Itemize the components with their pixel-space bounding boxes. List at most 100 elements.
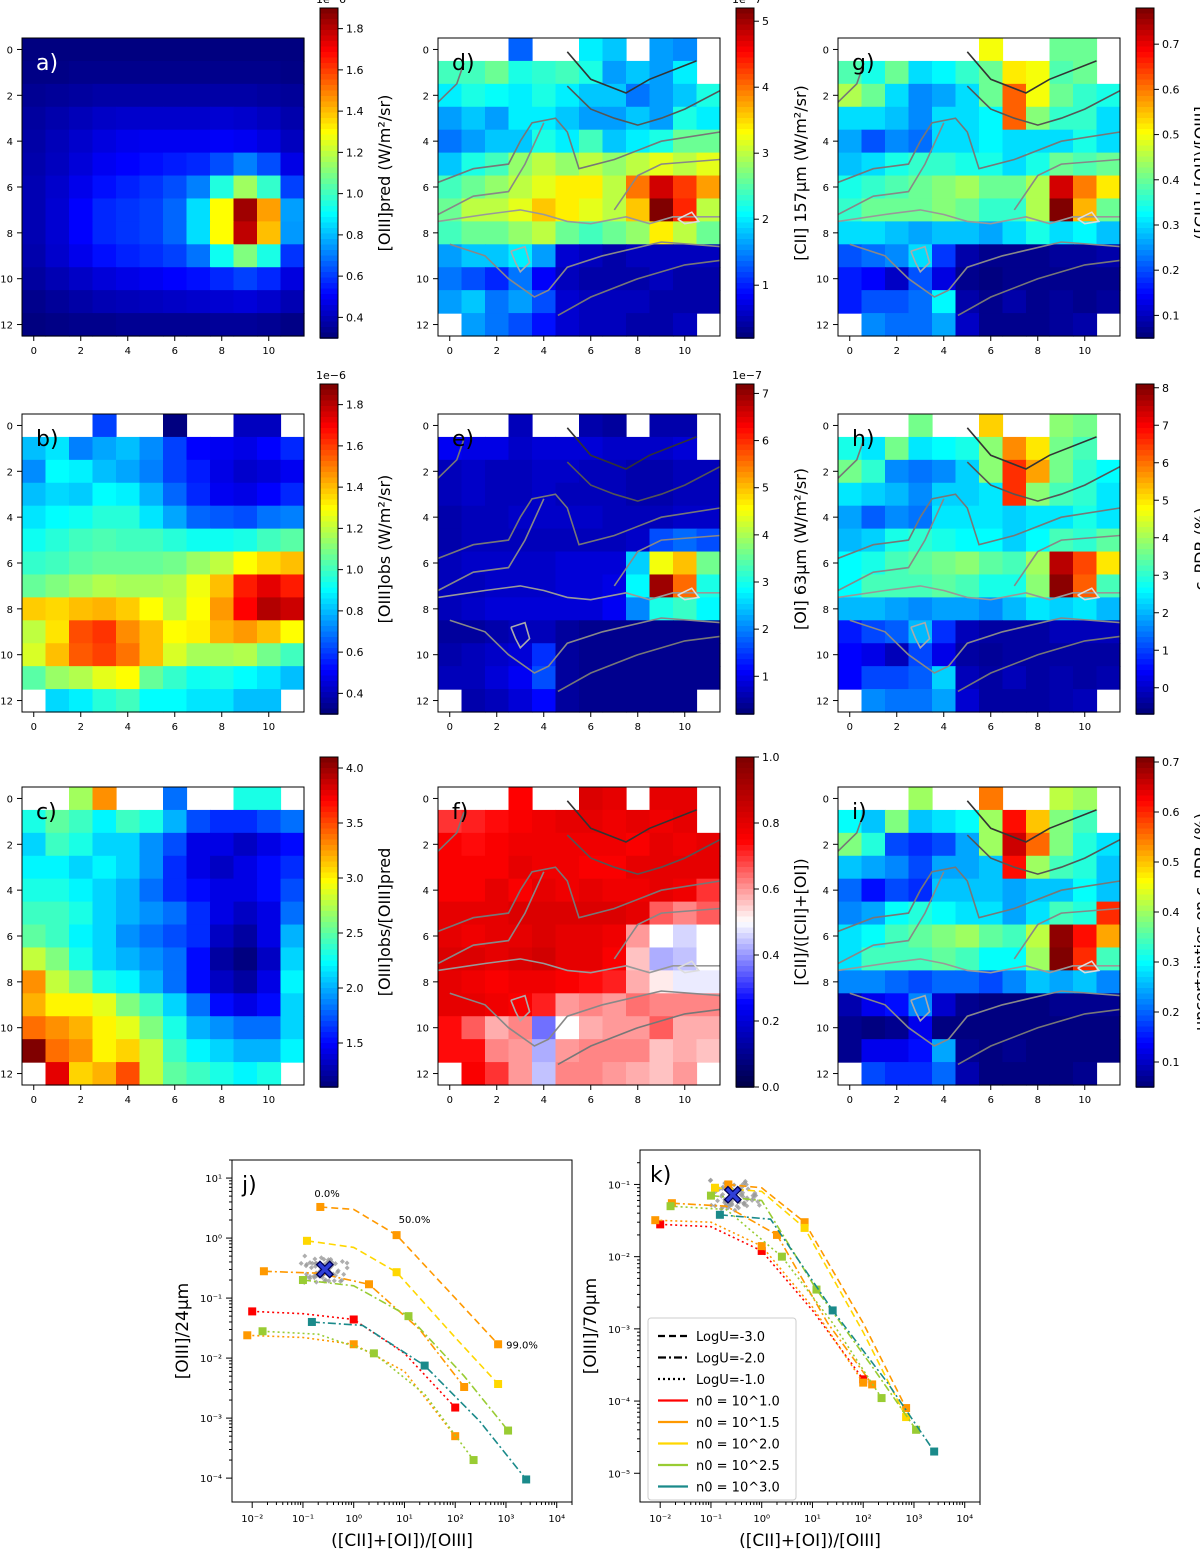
heatmap-cell xyxy=(92,574,117,598)
heatmap-cell xyxy=(116,175,141,200)
heatmap-cell xyxy=(186,83,211,108)
colorbar-segment xyxy=(736,757,754,764)
heatmap-cell xyxy=(1073,129,1098,154)
heatmap-cell xyxy=(186,620,211,644)
heatmap-cell xyxy=(602,505,627,530)
heatmap-cell xyxy=(885,436,910,461)
heatmap-cell xyxy=(932,574,957,598)
heatmap-cell xyxy=(673,152,698,177)
heatmap-cell xyxy=(861,574,886,598)
heatmap-cell xyxy=(186,129,211,154)
heatmap-cell xyxy=(885,106,910,131)
x-tick-label: 2 xyxy=(894,722,900,733)
heatmap-cell xyxy=(210,947,235,971)
heatmap-cell xyxy=(461,459,486,484)
colorbar-segment xyxy=(1136,554,1154,561)
contour-line xyxy=(437,871,545,965)
heatmap-cell xyxy=(1073,1062,1098,1086)
model-marker xyxy=(504,1426,513,1435)
observed-pixel-point xyxy=(736,1205,742,1211)
heatmap-cell xyxy=(955,855,980,880)
heatmap-cell xyxy=(1049,244,1074,268)
heatmap-cell xyxy=(210,1039,235,1063)
heatmap-cell xyxy=(438,528,463,553)
colorbar-segment xyxy=(1136,1043,1154,1050)
heatmap-cell xyxy=(210,528,235,553)
heatmap-cell xyxy=(1026,574,1051,598)
heatmap-cell xyxy=(955,993,980,1017)
observed-mean-marker-core xyxy=(317,1262,333,1277)
colorbar-segment xyxy=(1136,46,1154,53)
heatmap-cell xyxy=(932,970,957,994)
heatmap-cell xyxy=(673,832,698,857)
heatmap-cell xyxy=(210,832,235,857)
colorbar-segment xyxy=(736,609,754,616)
x-tick-label: 0 xyxy=(447,1095,453,1106)
heatmap-cell xyxy=(1073,551,1098,576)
heatmap-cell xyxy=(673,643,698,667)
heatmap-cell xyxy=(579,459,604,484)
x-tick-label: 6 xyxy=(988,346,994,357)
colorbar-segment xyxy=(736,85,754,92)
colorbar-segment xyxy=(320,261,338,268)
heatmap-cell xyxy=(45,993,70,1017)
heatmap-cell xyxy=(532,597,557,621)
heatmap-cell xyxy=(92,620,117,644)
heatmap-cell xyxy=(186,993,211,1017)
heatmap-cell xyxy=(461,1062,486,1086)
observed-pixel-point xyxy=(302,1253,308,1259)
heatmap-cell xyxy=(257,459,282,484)
heatmap-cell xyxy=(908,809,933,834)
heatmap-cell xyxy=(186,436,211,461)
colorbar-segment xyxy=(736,450,754,457)
heatmap-cell xyxy=(1049,809,1074,834)
x-tick-label: 4 xyxy=(125,1095,131,1106)
colorbar-exponent: 1e−7 xyxy=(732,0,762,6)
y-tick-label: 2 xyxy=(423,840,429,851)
heatmap-cell xyxy=(555,666,580,690)
contour-line xyxy=(1077,960,1101,974)
y-tick-label: 0 xyxy=(423,45,429,56)
heatmap-cell xyxy=(139,60,164,85)
heatmap-cell xyxy=(163,436,188,461)
heatmap-cell xyxy=(979,38,1004,62)
colorbar-tick-label: 1.2 xyxy=(346,146,364,159)
y-tick-label: 8 xyxy=(823,605,829,616)
colorbar-segment xyxy=(1136,57,1154,64)
x-tick-label: 4 xyxy=(125,346,131,357)
colorbar-segment xyxy=(320,455,338,462)
heatmap-cell xyxy=(555,901,580,926)
heatmap-cell xyxy=(955,528,980,553)
heatmap-cell xyxy=(22,267,47,291)
colorbar-segment xyxy=(736,587,754,594)
heatmap-cell xyxy=(508,787,533,811)
heatmap-cell xyxy=(885,221,910,245)
colorbar-segment xyxy=(1136,560,1154,567)
colorbar-segment xyxy=(320,450,338,457)
heatmap-cell xyxy=(186,175,211,200)
contour-line xyxy=(437,117,721,184)
colorbar-segment xyxy=(320,823,338,830)
heatmap-cell xyxy=(233,129,258,154)
heatmap-cell xyxy=(22,947,47,971)
heatmap-cell xyxy=(861,947,886,971)
heatmap-cell xyxy=(438,60,463,85)
heatmap-cell xyxy=(280,129,305,154)
colorbar-segment xyxy=(1136,642,1154,649)
heatmap-cell xyxy=(233,901,258,926)
heatmap-cell xyxy=(649,414,674,438)
heatmap-cell xyxy=(233,878,258,903)
colorbar-tick-label: 6 xyxy=(1162,457,1169,470)
colorbar-segment xyxy=(320,250,338,257)
colorbar-segment xyxy=(736,982,754,989)
heatmap-cell xyxy=(22,878,47,903)
x-tick-label: 0 xyxy=(31,346,37,357)
colorbar-segment xyxy=(320,779,338,786)
colorbar-segment xyxy=(1136,615,1154,622)
heatmap-cell xyxy=(1096,175,1121,200)
contour-line xyxy=(557,1008,721,1066)
heatmap-cell xyxy=(257,106,282,131)
heatmap-cell xyxy=(210,855,235,880)
heatmap-cell xyxy=(1049,947,1074,971)
colorbar-segment xyxy=(1136,516,1154,523)
